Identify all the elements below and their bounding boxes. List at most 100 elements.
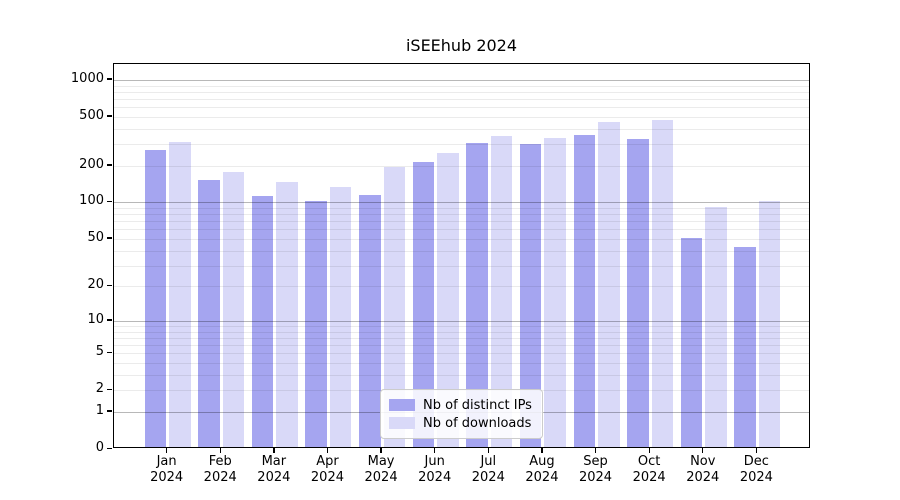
y-tick-50: [107, 237, 112, 239]
x-tick-feb: [219, 448, 221, 453]
bar-distinct-ips-feb: [198, 179, 220, 447]
y-tick-label-5: 5: [95, 344, 104, 360]
gridline-minor-3: [114, 374, 809, 376]
y-tick-100: [107, 200, 112, 203]
bar-downloads-sep: [598, 122, 620, 447]
gridline-minor-30: [114, 265, 809, 267]
y-tick-label-10: 10: [87, 311, 104, 327]
legend-item-distinct-ips: Nb of distinct IPs: [389, 396, 532, 414]
gridline-minor-200: [114, 165, 809, 167]
gridline-minor-60: [114, 229, 809, 231]
x-tick-dec: [755, 448, 758, 453]
x-tick-label-jul: Jul 2024: [471, 454, 505, 485]
x-tick-label-feb: Feb 2024: [203, 454, 237, 485]
bar-distinct-ips-aug: [519, 143, 542, 447]
gridline-minor-600: [114, 107, 809, 109]
bar-distinct-ips-jul: [466, 142, 488, 447]
gridline-minor-300: [114, 144, 809, 146]
legend-swatch-downloads: [389, 417, 415, 429]
y-tick-500: [107, 115, 112, 117]
x-tick-label-jan: Jan 2024: [150, 454, 184, 485]
y-tick-0: [107, 447, 112, 449]
bar-distinct-ips-nov: [680, 238, 703, 447]
x-tick-apr: [326, 448, 329, 453]
y-tick-1000: [107, 78, 112, 80]
bar-distinct-ips-oct: [627, 138, 649, 447]
legend-item-downloads: Nb of downloads: [389, 414, 532, 432]
gridline-minor-700: [114, 98, 809, 100]
gridline-minor-500: [114, 116, 809, 118]
x-tick-label-oct: Oct 2024: [632, 454, 666, 485]
bar-downloads-jul: [490, 136, 513, 447]
bar-downloads-dec: [758, 201, 781, 447]
plot-area: [113, 63, 810, 448]
y-tick-1: [107, 410, 112, 412]
y-tick-label-100: 100: [79, 193, 104, 209]
bar-distinct-ips-apr: [305, 201, 327, 447]
gridline-minor-20: [114, 286, 809, 288]
bar-downloads-apr: [329, 186, 352, 447]
x-tick-may: [380, 448, 382, 453]
gridline-minor-800: [114, 91, 809, 93]
x-tick-jan: [166, 448, 168, 453]
y-tick-label-1: 1: [95, 402, 104, 418]
bar-downloads-mar: [276, 181, 298, 447]
x-tick-jun: [434, 448, 436, 453]
y-tick-label-200: 200: [79, 156, 104, 172]
x-tick-label-dec: Dec 2024: [739, 454, 773, 485]
bar-downloads-nov: [705, 207, 727, 447]
bar-distinct-ips-may: [359, 194, 381, 447]
gridline-minor-80: [114, 214, 809, 216]
y-tick-label-2: 2: [95, 381, 104, 397]
legend-label-downloads: Nb of downloads: [423, 415, 532, 431]
legend-label-distinct-ips: Nb of distinct IPs: [423, 397, 532, 413]
legend-swatch-distinct-ips: [389, 399, 415, 411]
x-tick-aug: [541, 448, 543, 453]
y-tick-10: [107, 319, 112, 321]
gridline-minor-400: [114, 128, 809, 130]
x-tick-jul: [487, 448, 489, 453]
bar-downloads-oct: [651, 119, 674, 447]
gridline-major-100: [114, 202, 809, 204]
bar-distinct-ips-sep: [573, 134, 596, 447]
gridline-minor-40: [114, 250, 809, 252]
y-tick-5: [107, 351, 112, 354]
gridline-minor-5: [114, 353, 809, 355]
gridline-minor-6: [114, 345, 809, 347]
legend-box: Nb of distinct IPs Nb of downloads: [380, 389, 543, 439]
gridline-minor-4: [114, 363, 809, 365]
bar-distinct-ips-jun: [412, 161, 435, 447]
gridline-minor-90: [114, 208, 809, 210]
x-tick-label-aug: Aug 2024: [525, 454, 559, 485]
y-tick-label-1000: 1000: [70, 70, 104, 86]
y-tick-20: [107, 284, 112, 287]
y-tick-2: [107, 388, 112, 391]
gridline-major-1000: [114, 79, 809, 81]
x-tick-label-sep: Sep 2024: [578, 454, 613, 485]
x-tick-label-may: May 2024: [364, 454, 398, 485]
gridline-minor-7: [114, 337, 809, 339]
x-tick-label-nov: Nov 2024: [686, 454, 720, 485]
x-tick-label-apr: Apr 2024: [310, 454, 344, 485]
gridline-minor-8: [114, 331, 809, 333]
y-tick-label-500: 500: [79, 107, 104, 123]
y-tick-200: [107, 164, 112, 166]
bar-distinct-ips-mar: [251, 195, 274, 447]
bar-downloads-may: [383, 167, 406, 447]
x-tick-label-jun: Jun 2024: [418, 454, 452, 485]
x-tick-label-mar: Mar 2024: [257, 454, 291, 485]
gridline-minor-70: [114, 221, 809, 223]
gridline-minor-9: [114, 326, 809, 327]
x-tick-sep: [594, 448, 597, 453]
bar-downloads-feb: [222, 172, 245, 447]
y-tick-label-50: 50: [87, 229, 104, 245]
x-tick-mar: [273, 448, 275, 453]
bar-downloads-jun: [437, 152, 459, 447]
x-tick-nov: [702, 448, 704, 453]
x-tick-oct: [648, 448, 650, 453]
chart-title: iSEEhub 2024: [405, 36, 518, 55]
gridline-minor-50: [114, 238, 809, 240]
gridline-major-10: [114, 320, 809, 322]
bar-distinct-ips-dec: [734, 247, 756, 447]
bar-downloads-aug: [544, 137, 566, 447]
